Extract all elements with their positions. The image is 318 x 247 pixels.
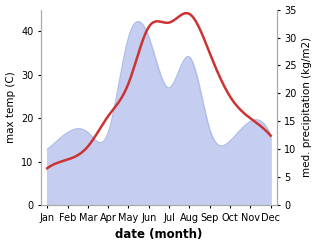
Y-axis label: med. precipitation (kg/m2): med. precipitation (kg/m2) — [302, 37, 313, 177]
Y-axis label: max temp (C): max temp (C) — [5, 72, 16, 143]
X-axis label: date (month): date (month) — [115, 228, 203, 242]
